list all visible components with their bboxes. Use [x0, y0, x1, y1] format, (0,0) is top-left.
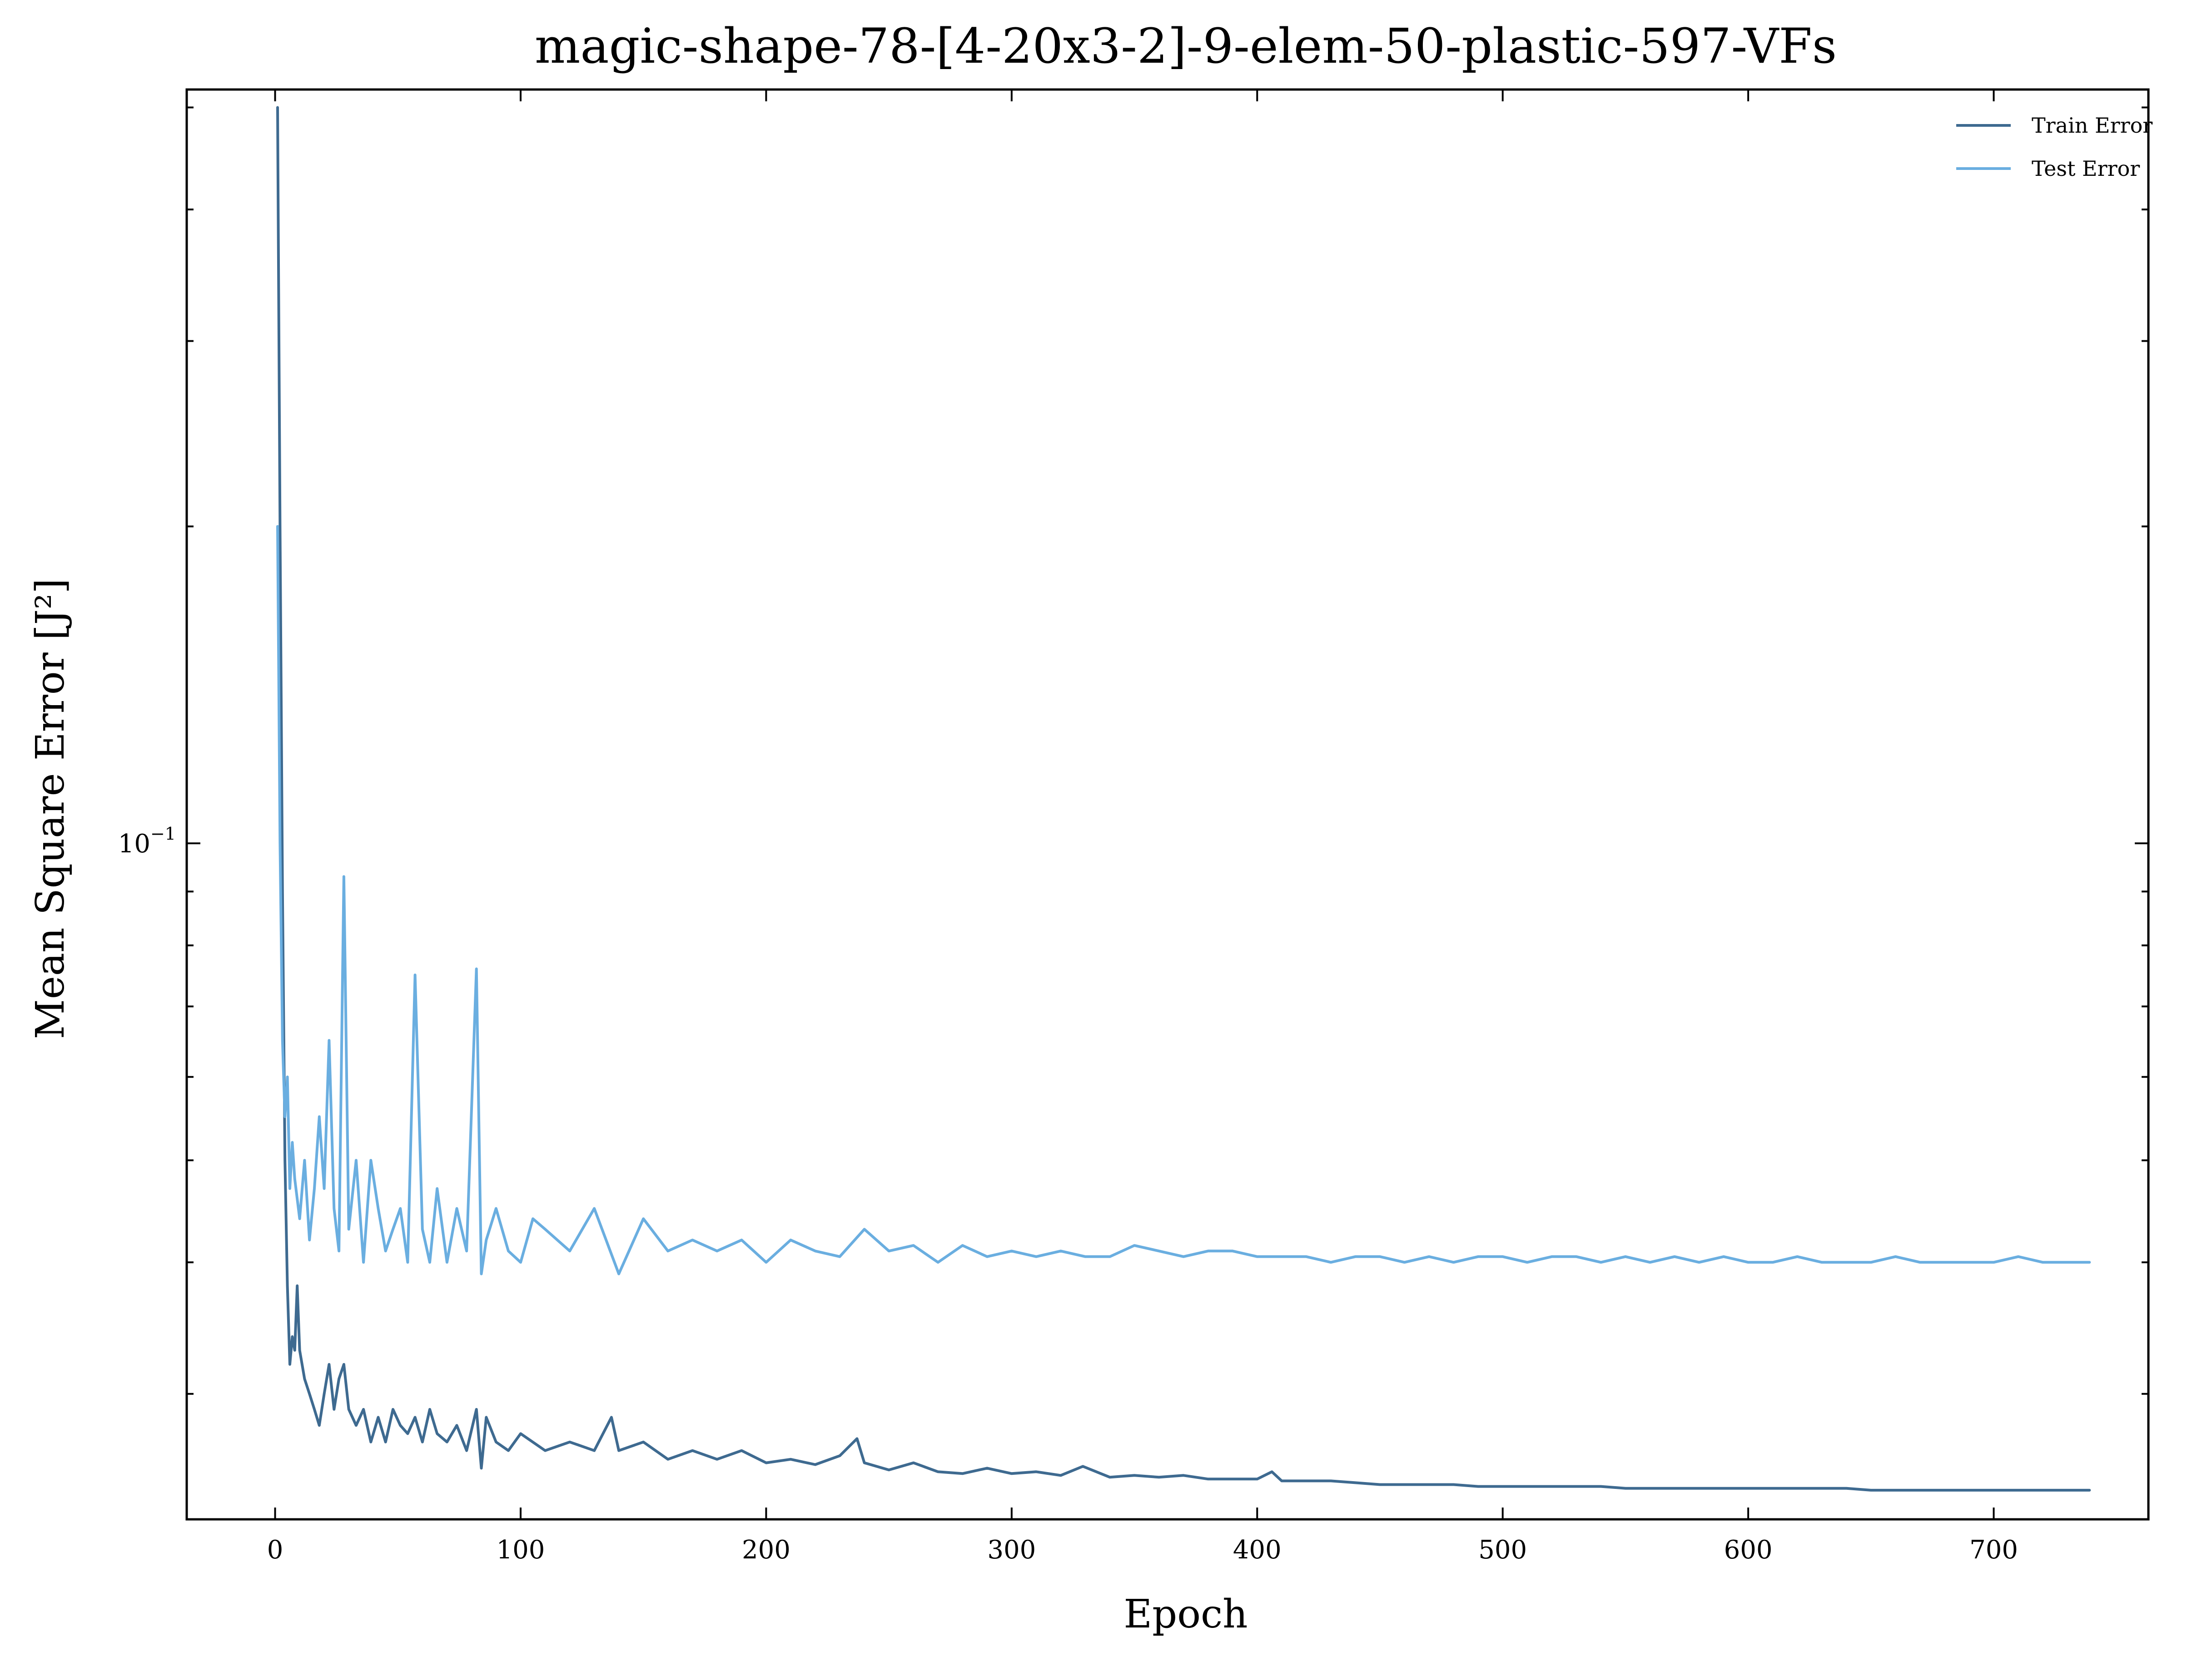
y-tick-label-base: 10: [118, 829, 150, 859]
x-tick-label: 0: [267, 1535, 283, 1565]
x-tick-label: 300: [987, 1535, 1036, 1565]
x-tick-label: 600: [1724, 1535, 1773, 1565]
chart-title: magic-shape-78-[4-20x3-2]-9-elem-50-plas…: [535, 18, 1837, 74]
series-line-train-error: [276, 106, 2091, 1492]
legend: Train Error Test Error: [1956, 113, 2152, 181]
x-tick-label: 700: [1969, 1535, 2018, 1565]
plot-frame: [185, 88, 2150, 1521]
plot-area: [276, 106, 2091, 1492]
legend-label: Test Error: [2032, 156, 2140, 181]
y-tick-label-exponent: −1: [150, 824, 176, 844]
x-tick-label: 500: [1478, 1535, 1527, 1565]
y-tick-label: 10−1: [118, 824, 176, 859]
series-line-test-error: [276, 525, 2091, 1275]
y-axis: 10−1: [118, 106, 2148, 1395]
x-axis: 0 100 200 300 400 500 600 700: [267, 90, 2018, 1565]
x-axis-label: Epoch: [1123, 1592, 1248, 1637]
x-tick-label: 100: [497, 1535, 545, 1565]
legend-label: Train Error: [2032, 113, 2152, 138]
x-tick-label: 400: [1233, 1535, 1282, 1565]
y-axis-label: Mean Square Error [J²]: [28, 578, 73, 1039]
x-tick-label: 200: [742, 1535, 790, 1565]
